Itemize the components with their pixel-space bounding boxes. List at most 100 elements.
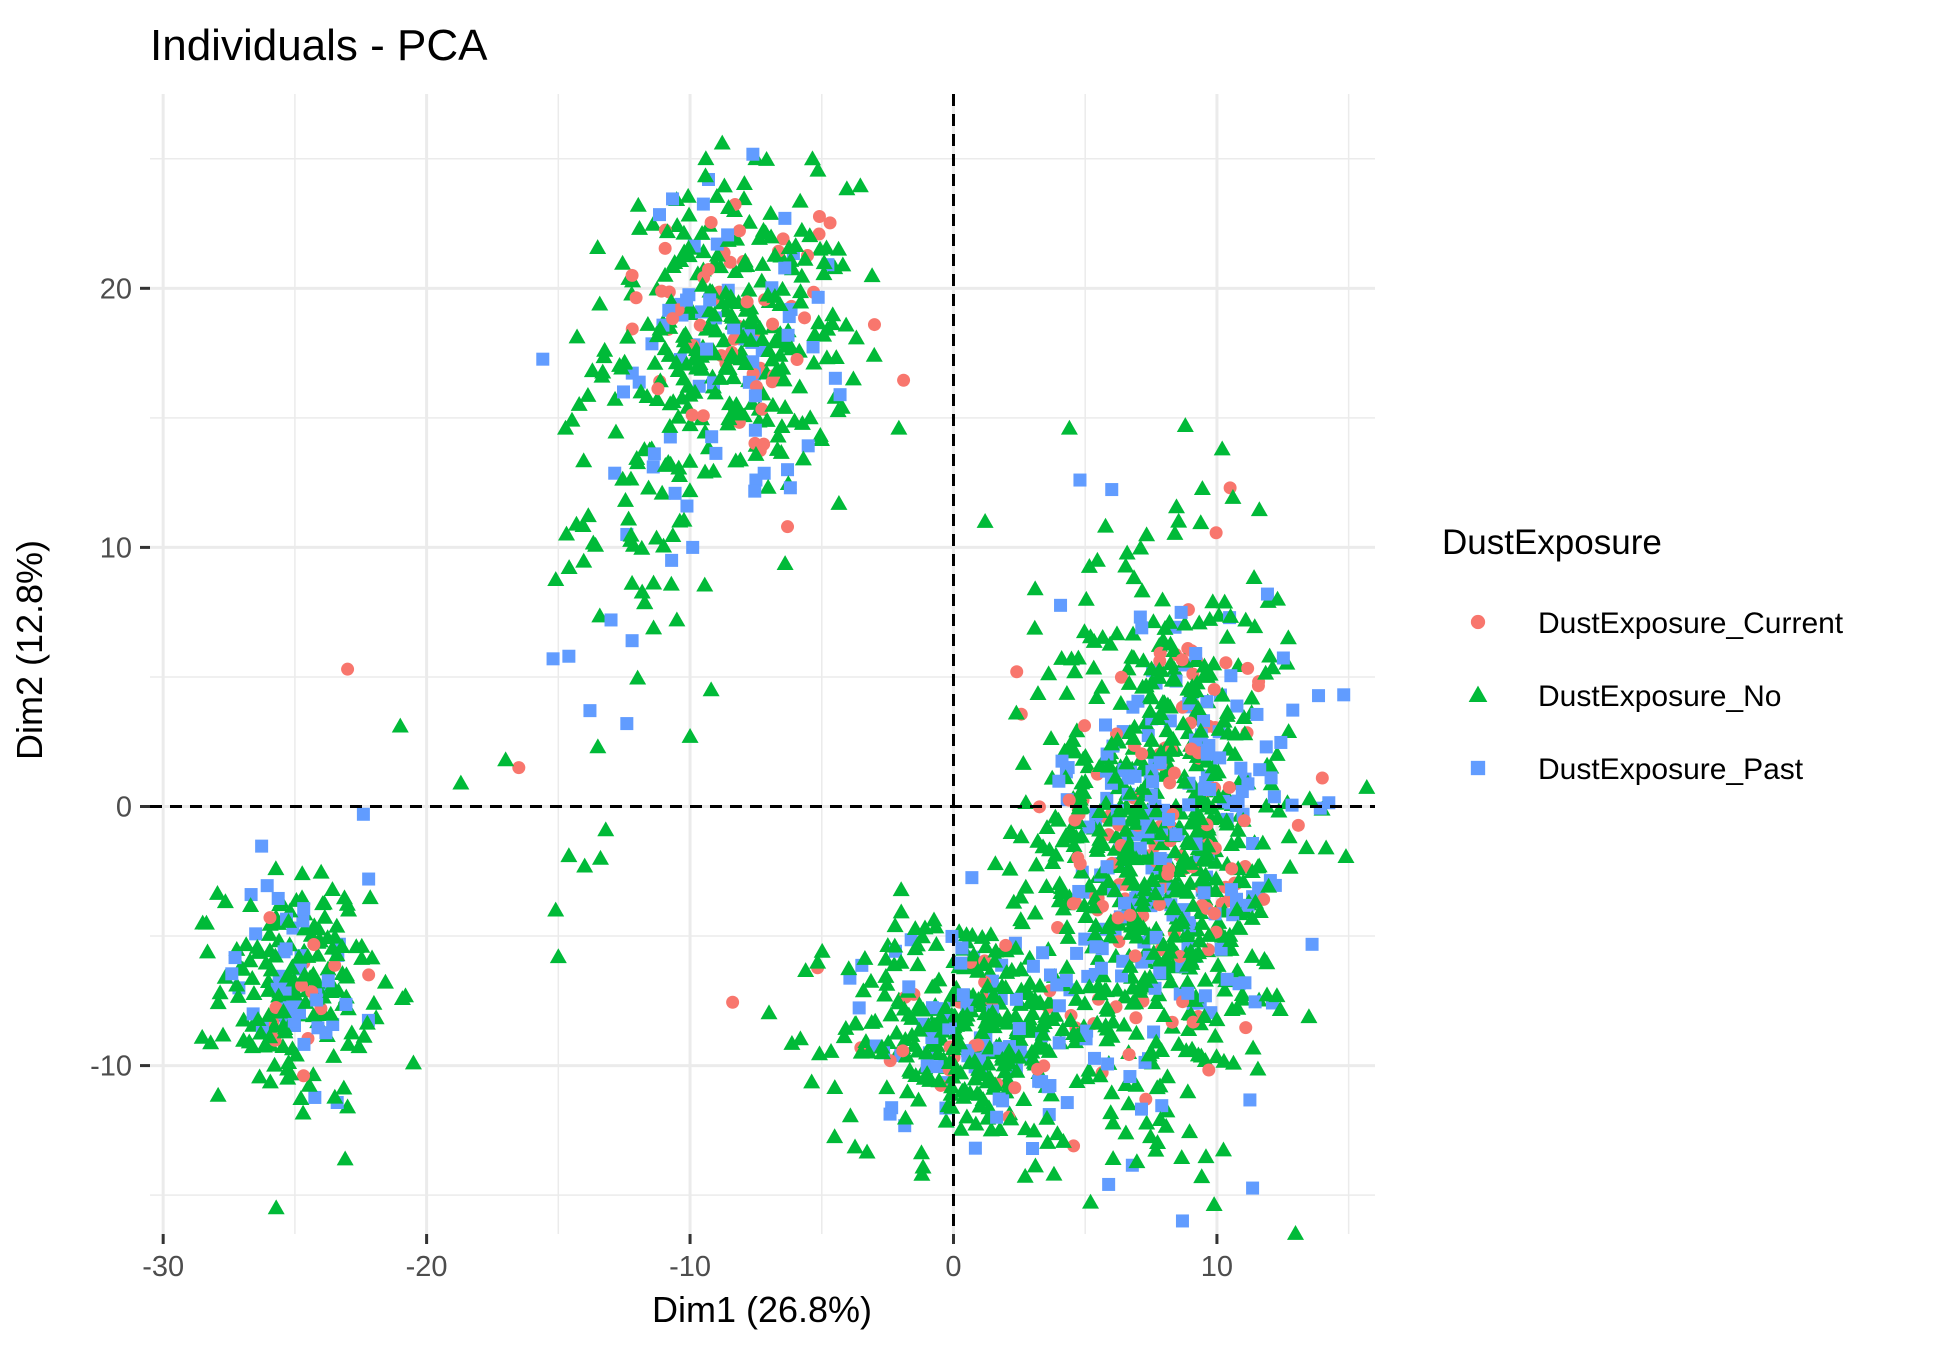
- point-dustexposure-no: [404, 1054, 422, 1070]
- point-dustexposure-no: [1086, 926, 1104, 941]
- point-dustexposure-past: [782, 310, 796, 324]
- point-dustexposure-no: [975, 956, 993, 971]
- point-dustexposure-no: [1150, 661, 1168, 677]
- point-dustexposure-current: [1111, 911, 1125, 925]
- point-dustexposure-past: [885, 1101, 899, 1115]
- legend-label: DustExposure_Past: [1538, 753, 1804, 786]
- point-dustexposure-no: [1108, 981, 1126, 997]
- point-dustexposure-no: [606, 390, 624, 406]
- point-dustexposure-no: [1121, 957, 1139, 973]
- point-dustexposure-past: [748, 389, 762, 403]
- point-dustexposure-no: [1094, 628, 1112, 644]
- point-dustexposure-no: [1058, 958, 1076, 974]
- point-dustexposure-no: [1192, 514, 1210, 530]
- point-dustexposure-no: [656, 457, 674, 472]
- point-dustexposure-no: [1104, 1114, 1122, 1130]
- point-dustexposure-no: [662, 575, 680, 591]
- point-dustexposure-past: [1050, 978, 1064, 992]
- point-dustexposure-past: [271, 891, 285, 905]
- point-dustexposure-no: [1091, 821, 1109, 837]
- point-dustexposure-no: [638, 388, 656, 403]
- point-dustexposure-no: [1222, 932, 1240, 947]
- point-dustexposure-no: [803, 150, 821, 166]
- point-dustexposure-no: [267, 860, 285, 876]
- point-dustexposure-no: [629, 669, 647, 685]
- point-dustexposure-past: [1153, 852, 1167, 866]
- point-dustexposure-past: [925, 1031, 939, 1045]
- point-dustexposure-current: [1207, 907, 1221, 921]
- y-axis-label: Dim2 (12.8%): [9, 540, 50, 760]
- point-dustexposure-no: [878, 975, 896, 991]
- point-dustexposure-no: [944, 1040, 962, 1056]
- point-dustexposure-no: [925, 977, 943, 993]
- point-dustexposure-no: [547, 571, 565, 587]
- point-dustexposure-no: [1300, 1008, 1318, 1024]
- point-dustexposure-no: [1142, 689, 1160, 705]
- point-dustexposure-no: [722, 290, 740, 305]
- point-dustexposure-past: [1081, 969, 1095, 983]
- point-dustexposure-current: [1186, 1015, 1200, 1029]
- point-dustexposure-no: [700, 319, 718, 335]
- point-dustexposure-no: [792, 283, 810, 299]
- point-dustexposure-no: [1209, 809, 1227, 825]
- point-dustexposure-current: [1162, 862, 1176, 876]
- point-dustexposure-no: [711, 258, 729, 274]
- point-dustexposure-no: [276, 1023, 294, 1039]
- point-dustexposure-past: [680, 499, 694, 513]
- point-dustexposure-no: [1193, 914, 1211, 930]
- point-dustexposure-no: [1062, 1012, 1080, 1027]
- point-dustexposure-no: [290, 948, 308, 964]
- point-dustexposure-no: [797, 962, 815, 978]
- point-dustexposure-no: [1121, 870, 1139, 886]
- point-dustexposure-no: [251, 1068, 269, 1084]
- point-dustexposure-past: [727, 321, 741, 335]
- point-dustexposure-current: [362, 968, 376, 982]
- point-dustexposure-past: [748, 423, 762, 437]
- point-dustexposure-no: [1029, 685, 1047, 701]
- point-dustexposure-past: [1100, 747, 1114, 761]
- point-dustexposure-no: [1200, 927, 1218, 942]
- point-dustexposure-no: [1041, 841, 1059, 857]
- point-dustexposure-current: [1128, 949, 1142, 963]
- point-dustexposure-no: [760, 342, 778, 357]
- point-dustexposure-current: [1031, 1062, 1045, 1076]
- point-dustexposure-no: [199, 943, 217, 959]
- point-dustexposure-no: [619, 328, 637, 344]
- point-dustexposure-past: [705, 430, 719, 444]
- point-dustexposure-no: [776, 555, 794, 570]
- point-dustexposure-current: [798, 311, 812, 325]
- point-dustexposure-no: [791, 192, 809, 208]
- point-dustexposure-no: [713, 134, 731, 150]
- point-dustexposure-no: [658, 223, 676, 239]
- point-dustexposure-no: [796, 250, 814, 266]
- point-dustexposure-no: [1108, 625, 1126, 641]
- point-dustexposure-current: [1222, 780, 1236, 794]
- point-dustexposure-no: [1103, 1084, 1121, 1100]
- point-dustexposure-no: [943, 1078, 961, 1094]
- point-dustexposure-no: [1039, 1133, 1057, 1149]
- point-dustexposure-no: [1155, 1007, 1173, 1023]
- point-dustexposure-current: [1067, 1139, 1081, 1153]
- point-dustexposure-no: [365, 994, 383, 1010]
- point-dustexposure-current: [1066, 897, 1080, 911]
- point-dustexposure-no: [1034, 1025, 1052, 1041]
- point-dustexposure-no: [783, 340, 801, 356]
- point-dustexposure-past: [663, 430, 677, 444]
- point-dustexposure-no: [681, 416, 699, 432]
- point-dustexposure-no: [1056, 742, 1074, 758]
- point-dustexposure-no: [575, 452, 593, 468]
- point-dustexposure-no: [1138, 526, 1156, 542]
- point-dustexposure-no: [1152, 705, 1170, 721]
- point-dustexposure-no: [1029, 832, 1047, 848]
- point-dustexposure-no: [266, 1056, 284, 1072]
- point-dustexposure-past: [562, 649, 576, 663]
- point-dustexposure-no: [1182, 854, 1200, 870]
- point-dustexposure-past: [1264, 771, 1278, 785]
- point-dustexposure-no: [760, 1004, 778, 1020]
- point-dustexposure-no: [696, 576, 714, 592]
- point-dustexposure-current: [297, 1069, 311, 1083]
- point-dustexposure-past: [1026, 959, 1040, 973]
- point-dustexposure-no: [774, 280, 792, 296]
- point-dustexposure-past: [956, 988, 970, 1002]
- point-dustexposure-past: [749, 473, 763, 487]
